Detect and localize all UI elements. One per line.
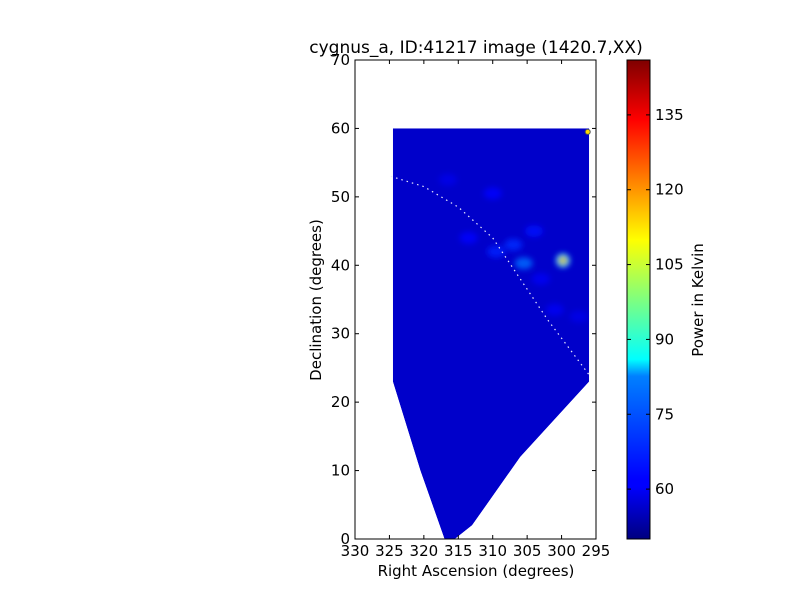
heatmap-layer <box>392 128 590 539</box>
x-axis-label: Right Ascension (degrees) <box>378 562 575 580</box>
source-blob <box>438 173 457 186</box>
colorbar-ticks: 60 75 90 105 120 135 <box>627 106 684 498</box>
y-tick-label: 0 <box>340 530 350 548</box>
galactic-plane-line <box>390 175 590 376</box>
colorbar <box>626 59 651 540</box>
y-tick-label: 10 <box>331 462 350 480</box>
colorbar-tick-label: 75 <box>655 405 674 423</box>
colorbar-tick-label: 105 <box>655 256 684 274</box>
colorbar-label: Power in Kelvin <box>689 243 707 357</box>
source-blob <box>459 231 478 244</box>
source-blob <box>487 245 506 258</box>
x-tick-label: 320 <box>410 542 439 560</box>
source-blob <box>525 225 544 238</box>
y-tick-label: 30 <box>331 325 350 343</box>
x-tick-label: 300 <box>547 542 576 560</box>
x-tick-label: 325 <box>375 542 404 560</box>
source-peak <box>560 257 566 263</box>
y-tick-label: 60 <box>331 119 350 137</box>
x-ticks: 330 325 320 315 310 305 300 295 <box>341 60 611 560</box>
y-tick-label: 40 <box>331 256 350 274</box>
x-tick-label: 315 <box>444 542 473 560</box>
colorbar-tick-label: 135 <box>655 106 684 124</box>
x-tick-label: 305 <box>513 542 542 560</box>
colorbar-tick-label: 90 <box>655 330 674 348</box>
plot-frame <box>354 59 597 540</box>
source-markers <box>584 128 591 135</box>
source-blob <box>545 303 564 316</box>
colorbar-tick-label: 120 <box>655 181 684 199</box>
y-tick-label: 70 <box>331 51 350 69</box>
y-tick-label: 20 <box>331 393 350 411</box>
emission-sources <box>438 173 588 323</box>
y-ticks: 0 10 20 30 40 50 60 70 <box>331 51 596 548</box>
chart-title: cygnus_a, ID:41217 image (1420.7,XX) <box>309 38 642 58</box>
source-blob <box>504 238 523 251</box>
source-blob <box>483 187 502 200</box>
source-blob <box>514 257 533 270</box>
x-tick-label: 310 <box>478 542 507 560</box>
galactic-plane-path <box>390 175 590 376</box>
y-axis-label: Declination (degrees) <box>307 219 325 381</box>
y-tick-label: 50 <box>331 188 350 206</box>
source-blob <box>569 310 588 323</box>
source-blob <box>531 272 550 285</box>
colorbar-tick-label: 60 <box>655 480 674 498</box>
x-tick-label: 295 <box>582 542 611 560</box>
circle-marker <box>584 128 591 135</box>
x-tick-label: 330 <box>341 542 370 560</box>
